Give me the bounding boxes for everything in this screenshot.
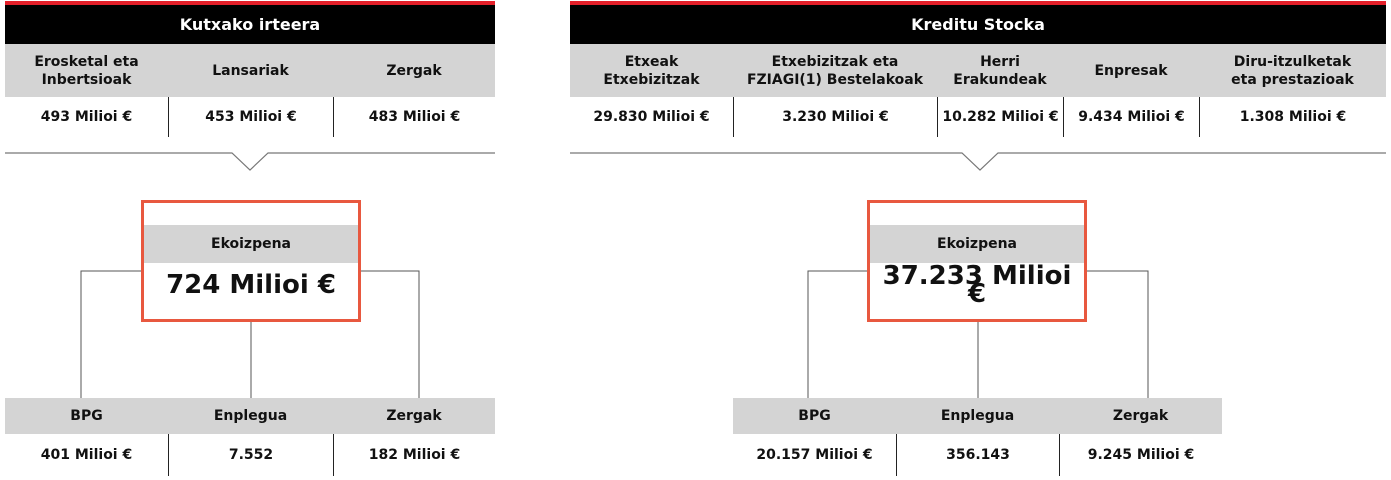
label-line: FZIAGI(1) Bestelakoak	[746, 71, 924, 88]
output-value: 9.245 Milioi €	[1059, 434, 1222, 476]
label-line: Inbertsioak	[41, 71, 132, 88]
output-value: 7.552	[168, 434, 333, 476]
column-value: 29.830 Milioi €	[593, 109, 710, 125]
label-line: Erosketal eta	[34, 53, 139, 70]
center-value: 37.233 Milioi €	[882, 261, 1072, 309]
column-header: Etxeak Etxebizitzak	[570, 44, 733, 97]
output-label: Enplegua	[168, 398, 333, 434]
connector	[570, 152, 1386, 171]
connector	[807, 270, 867, 398]
label-line: Etxebizitzak eta	[771, 53, 899, 70]
column-header: Zergak	[333, 44, 495, 97]
label-line: eta prestazioak	[1231, 71, 1354, 88]
column-value: 3.230 Milioi €	[733, 97, 937, 137]
center-box	[141, 200, 361, 322]
output-label: BPG	[733, 398, 896, 434]
output-label: Zergak	[333, 398, 495, 434]
label-line: Etxeak	[624, 53, 679, 70]
center-label: Ekoizpena	[870, 225, 1084, 263]
output-value: 20.157 Milioi €	[756, 447, 873, 463]
connector	[1087, 270, 1149, 398]
label-line: Zergak	[386, 62, 442, 79]
column-header: Enpresak	[1063, 44, 1199, 97]
connector	[80, 270, 141, 398]
output-label: Enplegua	[896, 398, 1059, 434]
center-value: 724 Milioi €	[166, 270, 336, 300]
column-header: Herri Erakundeak	[937, 44, 1063, 97]
column-value: 1.308 Milioi €	[1199, 97, 1386, 137]
connector	[5, 152, 495, 171]
column-value: 9.434 Milioi €	[1063, 97, 1199, 137]
label-line: Diru-itzulketak	[1233, 53, 1352, 70]
output-label: Zergak	[1059, 398, 1222, 434]
column-header: Erosketal eta Inbertsioak	[5, 44, 168, 97]
output-label: BPG	[5, 398, 168, 434]
column-header: Etxebizitzak eta FZIAGI(1) Bestelakoak	[733, 44, 937, 97]
label-line: Erakundeak	[953, 71, 1047, 88]
column-value: 493 Milioi €	[40, 109, 133, 125]
column-value: 453 Milioi €	[168, 97, 333, 137]
label-line: Etxebizitzak	[603, 71, 700, 88]
center-label: Ekoizpena	[144, 225, 358, 263]
connector	[361, 270, 420, 398]
column-value: 483 Milioi €	[333, 97, 495, 137]
panel-title: Kreditu Stocka	[570, 1, 1386, 44]
column-header: Diru-itzulketak eta prestazioak	[1199, 44, 1386, 97]
center-box	[867, 200, 1087, 322]
label-line: Lansariak	[212, 62, 289, 79]
output-value: 401 Milioi €	[40, 447, 133, 463]
output-value: 356.143	[896, 434, 1059, 476]
column-header: Lansariak	[168, 44, 333, 97]
column-value: 10.282 Milioi €	[937, 97, 1063, 137]
output-value: 182 Milioi €	[333, 434, 495, 476]
label-line: Enpresak	[1094, 62, 1168, 79]
panel-title: Kutxako irteera	[5, 1, 495, 44]
label-line: Herri	[980, 53, 1020, 70]
